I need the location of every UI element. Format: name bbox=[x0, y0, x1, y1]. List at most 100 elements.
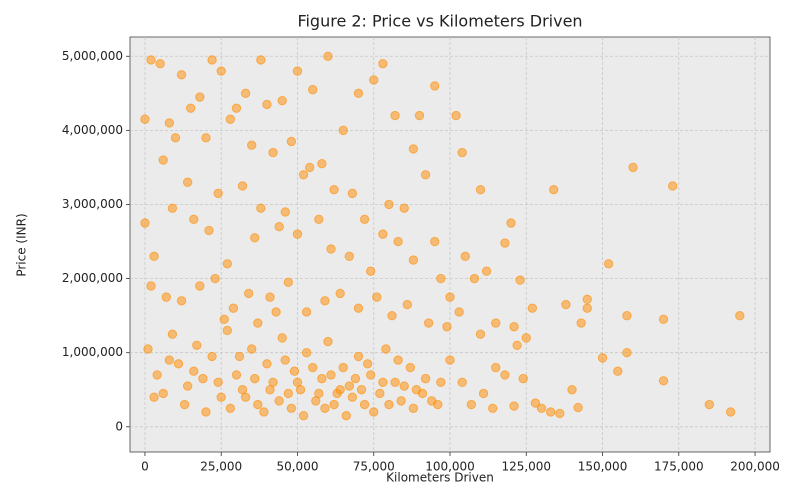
point bbox=[408, 255, 419, 265]
point bbox=[265, 385, 275, 395]
point bbox=[658, 376, 669, 386]
point bbox=[329, 399, 339, 410]
point bbox=[478, 388, 489, 399]
point bbox=[256, 203, 266, 213]
point bbox=[189, 214, 199, 225]
point bbox=[372, 292, 382, 302]
point bbox=[317, 373, 327, 384]
point bbox=[308, 84, 318, 95]
point bbox=[149, 392, 159, 402]
x-tick-label: 175,000 bbox=[654, 460, 704, 474]
point bbox=[387, 310, 397, 321]
point bbox=[225, 403, 236, 413]
point bbox=[466, 399, 477, 410]
point bbox=[222, 325, 233, 336]
point bbox=[369, 75, 379, 85]
point bbox=[274, 222, 284, 232]
point bbox=[243, 288, 254, 299]
point bbox=[286, 136, 297, 147]
y-axis-label: Price (INR) bbox=[15, 213, 29, 276]
point bbox=[512, 340, 522, 350]
point bbox=[326, 244, 336, 254]
point bbox=[274, 396, 284, 406]
point bbox=[381, 344, 391, 354]
point bbox=[426, 396, 437, 406]
point bbox=[488, 403, 498, 413]
point bbox=[576, 318, 586, 328]
point bbox=[204, 225, 214, 236]
point bbox=[271, 307, 281, 317]
point bbox=[314, 214, 324, 225]
point bbox=[161, 292, 172, 302]
x-tick-label: 200,000 bbox=[730, 460, 780, 474]
point bbox=[442, 322, 452, 332]
point bbox=[530, 398, 541, 408]
point bbox=[259, 407, 269, 417]
point bbox=[369, 407, 379, 417]
point bbox=[445, 292, 455, 302]
point bbox=[613, 366, 623, 376]
point bbox=[500, 238, 510, 248]
point bbox=[213, 188, 223, 199]
point bbox=[176, 70, 187, 80]
point bbox=[536, 403, 547, 413]
point bbox=[298, 170, 309, 180]
point bbox=[338, 362, 348, 373]
point bbox=[399, 381, 409, 391]
point bbox=[384, 399, 394, 410]
point bbox=[207, 55, 217, 65]
point bbox=[393, 355, 403, 365]
point bbox=[167, 203, 178, 213]
point bbox=[140, 114, 150, 124]
y-tick-label: 3,000,000 bbox=[62, 197, 123, 211]
point bbox=[545, 407, 556, 417]
point bbox=[509, 322, 519, 332]
point bbox=[207, 351, 217, 362]
x-tick-label: 150,000 bbox=[578, 460, 628, 474]
point bbox=[250, 373, 260, 384]
point bbox=[375, 388, 385, 399]
point bbox=[189, 366, 199, 376]
point bbox=[451, 110, 461, 121]
point bbox=[289, 366, 300, 376]
point bbox=[213, 377, 223, 388]
point bbox=[317, 159, 327, 169]
point bbox=[143, 344, 153, 354]
point bbox=[146, 55, 156, 65]
point bbox=[408, 144, 419, 154]
x-axis-label: Kilometers Driven bbox=[386, 471, 494, 485]
point bbox=[250, 233, 260, 243]
x-tick-label: 50,000 bbox=[276, 460, 318, 474]
point bbox=[225, 114, 236, 124]
point bbox=[527, 303, 538, 313]
point bbox=[582, 294, 592, 305]
point bbox=[338, 125, 348, 136]
point bbox=[347, 188, 358, 199]
point bbox=[198, 373, 208, 384]
point bbox=[195, 92, 205, 102]
point bbox=[390, 377, 400, 388]
point bbox=[301, 347, 312, 358]
point bbox=[454, 307, 464, 317]
y-tick-label: 1,000,000 bbox=[62, 345, 123, 359]
point bbox=[500, 370, 510, 380]
points bbox=[140, 51, 745, 421]
point bbox=[265, 292, 275, 302]
point bbox=[247, 140, 257, 150]
point bbox=[283, 277, 294, 287]
x-tick-label: 125,000 bbox=[501, 460, 551, 474]
point bbox=[335, 385, 345, 395]
point bbox=[420, 373, 431, 384]
point bbox=[378, 58, 388, 69]
point bbox=[555, 408, 565, 419]
point bbox=[231, 370, 242, 380]
point bbox=[603, 259, 614, 269]
point bbox=[210, 273, 220, 284]
point bbox=[280, 355, 290, 365]
point bbox=[292, 229, 303, 239]
point bbox=[292, 66, 303, 76]
point bbox=[286, 403, 297, 413]
point bbox=[735, 310, 745, 321]
point bbox=[167, 329, 178, 339]
point bbox=[561, 299, 571, 310]
